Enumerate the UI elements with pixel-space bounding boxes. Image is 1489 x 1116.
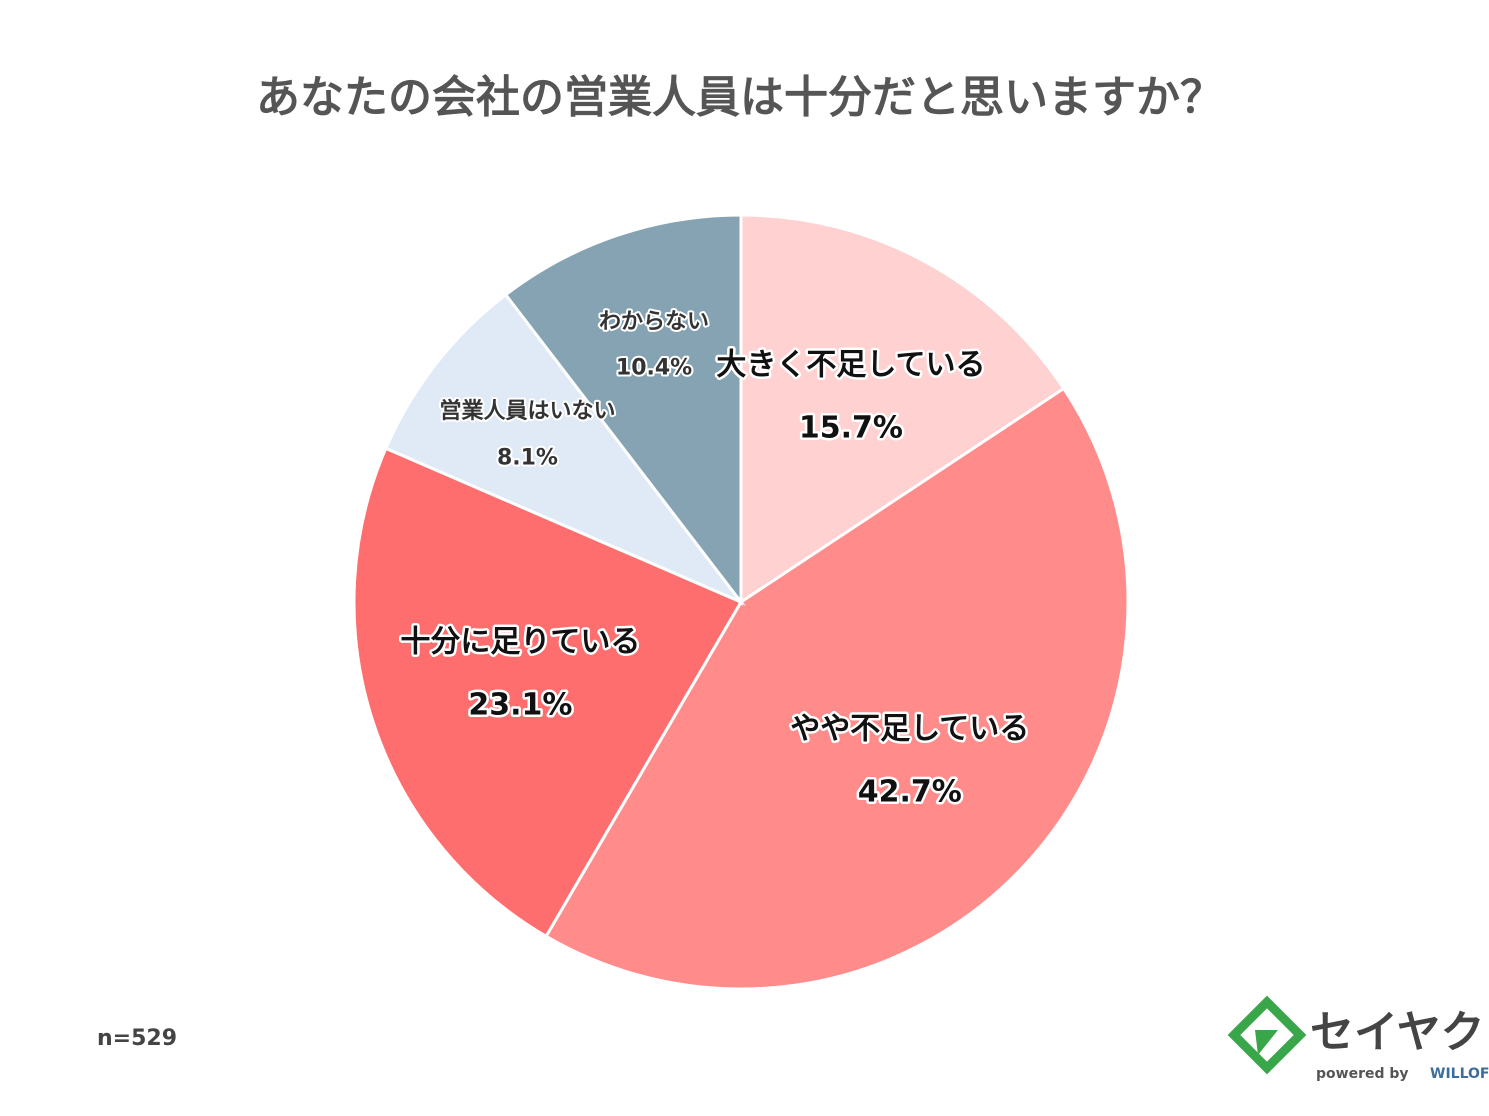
logo-icon [1227, 995, 1307, 1075]
pie-slice [739, 213, 1066, 605]
pie-labels: 大きく不足している 15.7% やや不足している 42.7% 十分に足りている 23.1%… [398, 307, 1032, 812]
logo: セイヤク powered by WILLOF [1227, 995, 1489, 1082]
chart-title: あなたの会社の営業人員は十分だと思いますか？ [256, 72, 1224, 123]
sample-note: n=529 [97, 1026, 177, 1051]
pie [352, 213, 1130, 991]
slice-label: 十分に足りている [400, 624, 640, 659]
logo-brand: WILLOF [1430, 1066, 1489, 1082]
pie-slice [503, 213, 743, 607]
logo-name: セイヤク [1310, 1007, 1485, 1058]
pie-slice [544, 386, 1130, 991]
logo-icon-inner [1255, 1030, 1278, 1055]
slice-value-label: 10.4% [616, 356, 692, 381]
slice-label: 大きく不足している [716, 347, 985, 382]
pie-slice [383, 292, 746, 606]
slice-value-label: 15.7% [799, 410, 903, 445]
logo-tagline: powered by [1316, 1066, 1409, 1082]
slice-value-label: 42.7% [858, 774, 962, 809]
pie-slice [352, 446, 744, 939]
slice-label: わからない [599, 309, 709, 334]
slice-value-label: 8.1% [497, 445, 558, 470]
slice-value-label: 23.1% [468, 687, 572, 722]
slice-label: やや不足している [790, 711, 1029, 746]
slice-label: 営業人員はいない [439, 398, 615, 424]
